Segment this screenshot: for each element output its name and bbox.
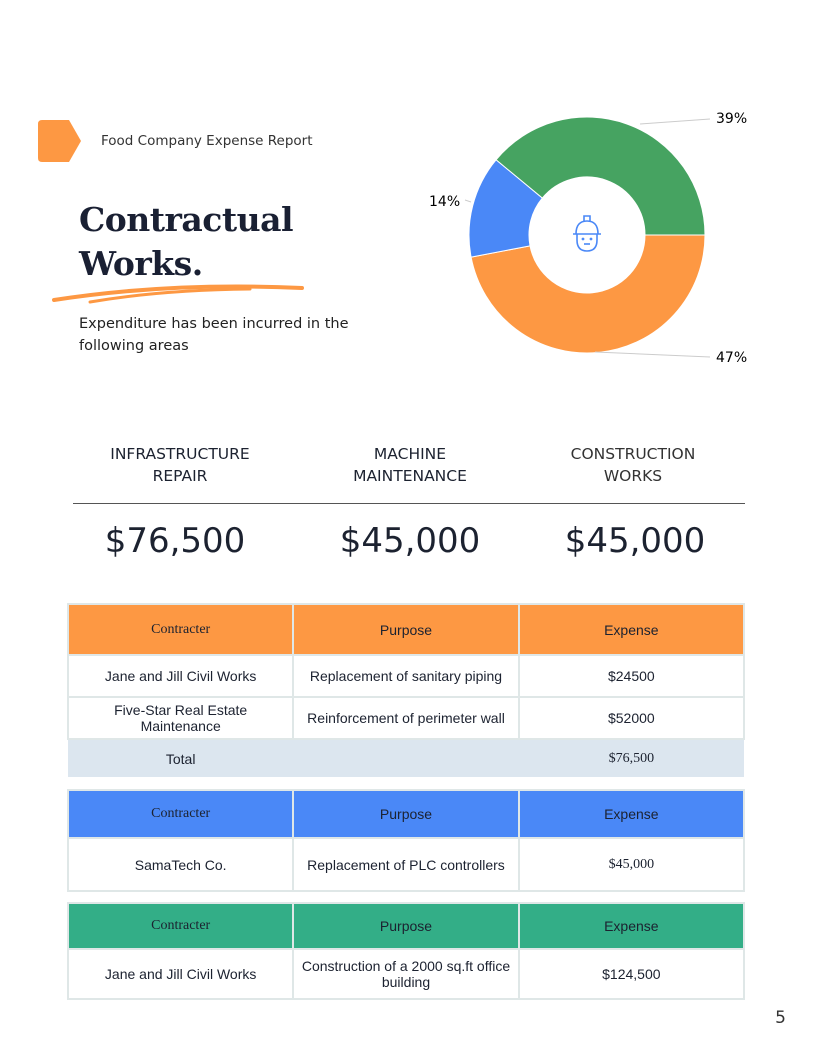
stat-value-construction: $45,000 (564, 521, 706, 561)
stat-label-line: CONSTRUCTION (570, 445, 696, 463)
stat-label-machine: MACHINE MAINTENANCE (300, 443, 520, 487)
donut-chart: 39% 14% 47% (429, 111, 747, 366)
header-cell: Contracter (66, 902, 295, 950)
cell: Five-Star Real Estate Maintenance (66, 696, 295, 740)
header-cell: Purpose (292, 902, 520, 950)
donut-slice-0 (470, 234, 706, 354)
stat-value-machine: $45,000 (339, 521, 481, 561)
expense-table-machine: Contracter Purpose Expense SamaTech Co. … (66, 789, 746, 892)
table-header-row: Contracter Purpose Expense (66, 789, 746, 839)
stat-label-line: WORKS (603, 467, 663, 485)
cell: $45,000 (517, 837, 746, 892)
total-row: Total $76,500 (68, 739, 744, 777)
total-label: Total (68, 739, 294, 777)
table-row: Five-Star Real Estate Maintenance Reinfo… (66, 696, 746, 740)
subtitle: Expenditure has been incurred in the fol… (79, 316, 349, 354)
table-row: SamaTech Co. Replacement of PLC controll… (66, 837, 746, 892)
cell: $24500 (517, 654, 746, 698)
table-row: Jane and Jill Civil Works Replacement of… (66, 654, 746, 698)
stat-label-infrastructure: INFRASTRUCTURE REPAIR (70, 443, 290, 487)
header-cell: Expense (517, 789, 746, 839)
header-cell: Expense (517, 603, 746, 656)
construction-worker-icon (573, 215, 601, 252)
brush-underline (52, 284, 304, 304)
header-cell: Purpose (292, 789, 520, 839)
cell: $52000 (517, 696, 746, 740)
stat-label-line: REPAIR (152, 467, 208, 485)
leader-line (639, 118, 711, 125)
orange-tag-logo (38, 120, 81, 162)
cell: SamaTech Co. (66, 837, 295, 892)
cell: $124,500 (517, 948, 746, 1000)
cell: Replacement of sanitary piping (292, 654, 520, 698)
header-cell: Expense (517, 902, 746, 950)
expense-table-construction: Contracter Purpose Expense Jane and Jill… (66, 902, 746, 1000)
slice-label-green: 39% (716, 111, 747, 127)
divider (73, 503, 745, 504)
slice-label-blue: 14% (429, 194, 460, 210)
report-title: Food Company Expense Report (101, 133, 313, 149)
stat-value-infrastructure: $76,500 (104, 521, 246, 561)
header-cell: Contracter (66, 789, 295, 839)
stat-label-line: INFRASTRUCTURE (110, 445, 250, 463)
header-cell: Contracter (66, 603, 295, 656)
stat-label-line: MAINTENANCE (353, 467, 467, 485)
cell: Replacement of PLC controllers (292, 837, 520, 892)
page-heading: Contractual Works. (79, 198, 294, 286)
table-header-row: Contracter Purpose Expense (66, 603, 746, 656)
cell: Reinforcement of perimeter wall (292, 696, 520, 740)
cell (293, 739, 519, 777)
cell: Jane and Jill Civil Works (66, 654, 295, 698)
donut-slice-2 (495, 116, 706, 236)
stat-label-line: MACHINE (373, 445, 447, 463)
heading-line-2: Works. (79, 244, 203, 283)
expense-table-infrastructure: Contracter Purpose Expense Jane and Jill… (66, 603, 746, 777)
leader-line (464, 199, 472, 203)
heading-line-1: Contractual (79, 200, 294, 239)
table-row: Jane and Jill Civil Works Construction o… (66, 948, 746, 1000)
total-value: $76,500 (518, 739, 744, 777)
cell: Construction of a 2000 sq.ft office buil… (292, 948, 520, 1000)
page-number: 5 (775, 1008, 786, 1028)
header-cell: Purpose (292, 603, 520, 656)
stat-label-construction: CONSTRUCTION WORKS (523, 443, 743, 487)
table-header-row: Contracter Purpose Expense (66, 902, 746, 950)
cell: Jane and Jill Civil Works (66, 948, 295, 1000)
leader-line (594, 351, 711, 358)
slice-label-orange: 47% (716, 350, 747, 366)
